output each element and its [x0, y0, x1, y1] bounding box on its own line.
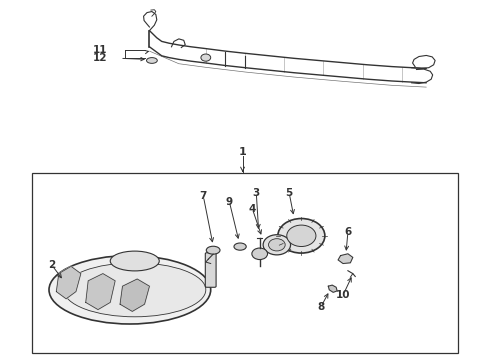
Polygon shape — [338, 254, 353, 264]
Text: 7: 7 — [199, 191, 207, 201]
Text: 3: 3 — [253, 188, 260, 198]
Polygon shape — [86, 274, 115, 310]
Text: 1: 1 — [239, 147, 246, 157]
Circle shape — [263, 235, 291, 255]
Ellipse shape — [234, 243, 246, 250]
Text: 5: 5 — [286, 188, 293, 198]
Polygon shape — [56, 266, 81, 299]
Circle shape — [269, 239, 285, 251]
Ellipse shape — [64, 263, 206, 317]
Text: 11: 11 — [92, 45, 107, 55]
Text: 10: 10 — [336, 290, 350, 300]
Circle shape — [252, 248, 268, 260]
Circle shape — [287, 225, 316, 247]
Bar — [32, 173, 458, 353]
Text: 4: 4 — [248, 204, 256, 214]
Ellipse shape — [110, 251, 159, 271]
Ellipse shape — [49, 256, 211, 324]
Polygon shape — [328, 285, 337, 292]
Text: 12: 12 — [92, 53, 107, 63]
Text: 6: 6 — [344, 227, 351, 237]
Circle shape — [278, 219, 325, 253]
Ellipse shape — [206, 246, 220, 254]
FancyBboxPatch shape — [205, 253, 216, 287]
Text: 8: 8 — [318, 302, 324, 312]
Ellipse shape — [147, 58, 157, 63]
Text: 9: 9 — [226, 197, 233, 207]
Circle shape — [201, 54, 211, 61]
Text: 2: 2 — [48, 260, 55, 270]
Polygon shape — [120, 279, 149, 311]
